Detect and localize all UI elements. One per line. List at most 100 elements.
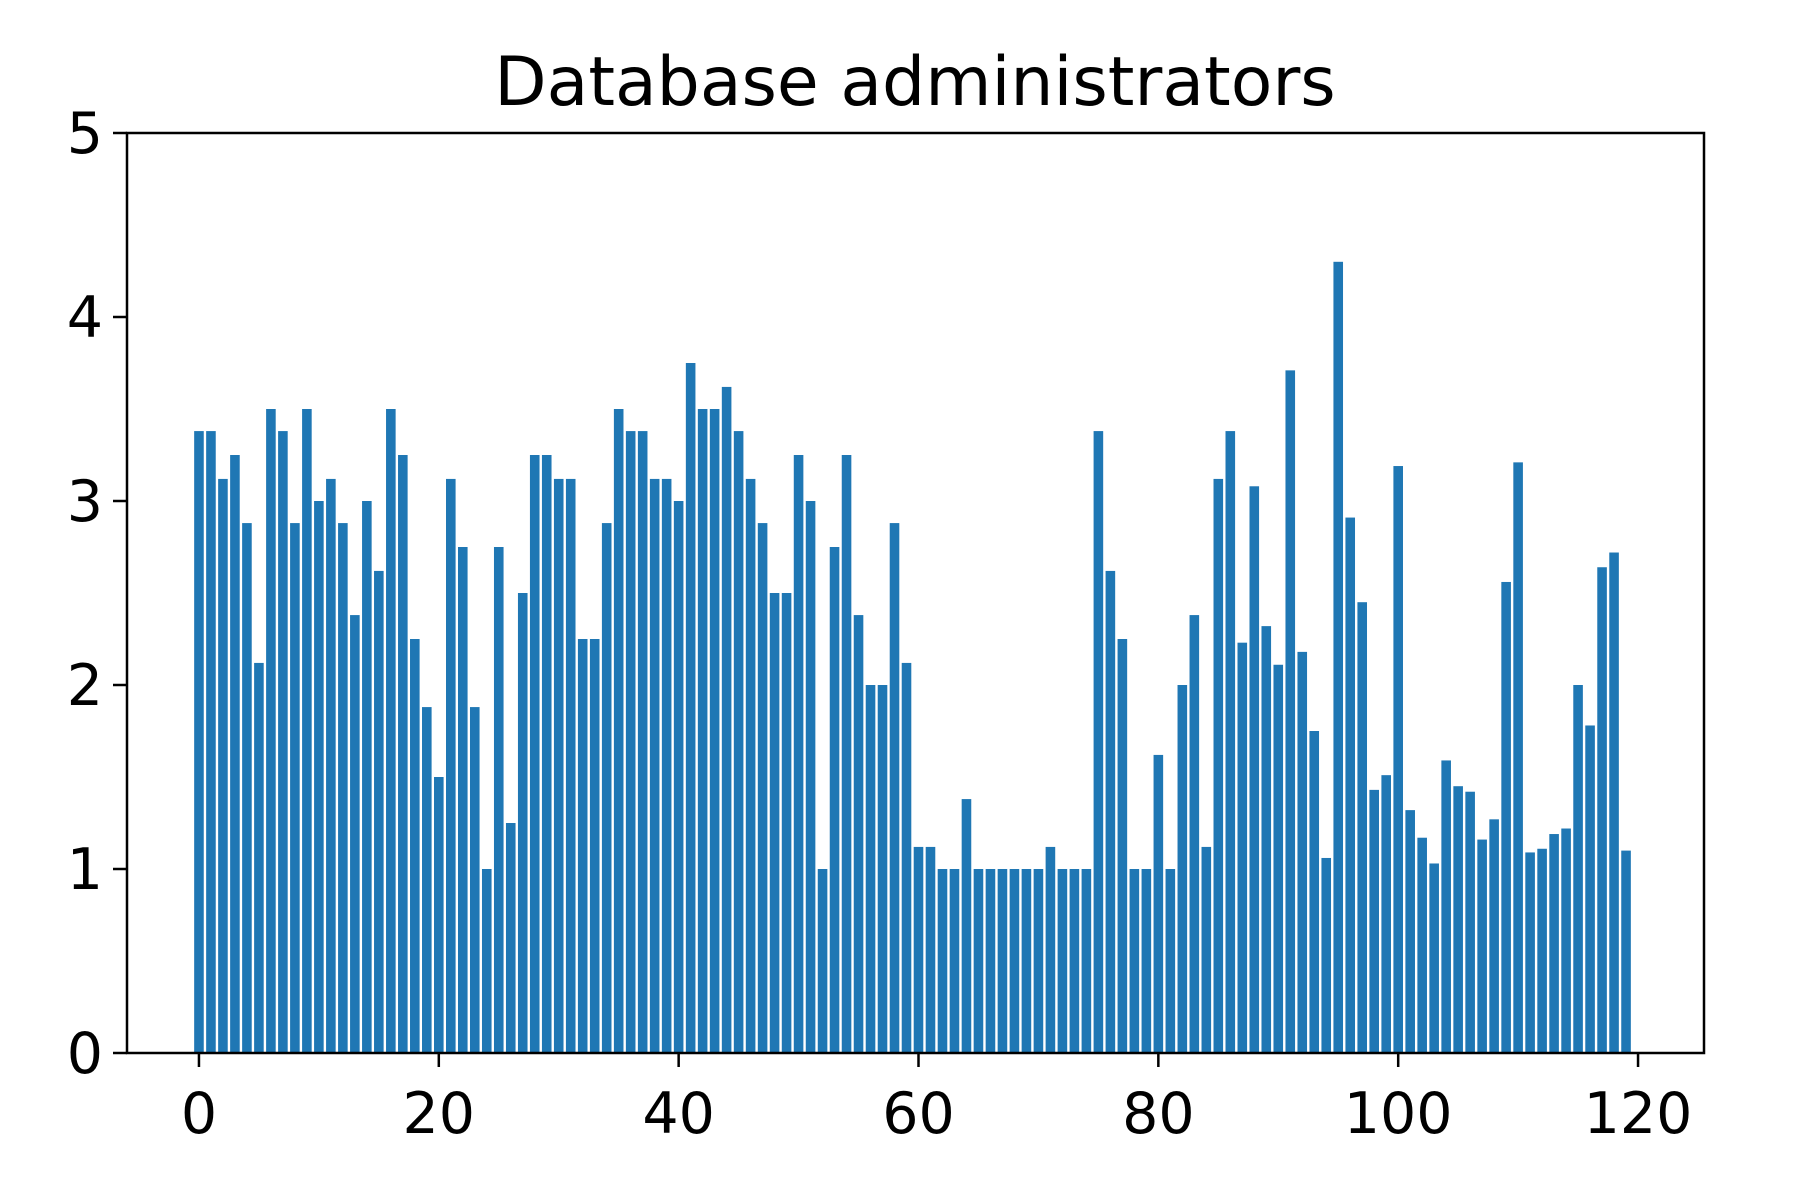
bar	[410, 639, 420, 1053]
bar	[805, 501, 816, 1053]
bar	[733, 431, 744, 1054]
y-tick-label: 5	[67, 101, 103, 167]
y-tick-label: 0	[67, 1021, 103, 1087]
bar	[194, 431, 204, 1054]
bar	[601, 523, 612, 1053]
bar	[1573, 685, 1583, 1053]
bar	[1381, 775, 1391, 1053]
bar	[1021, 869, 1032, 1053]
bar	[553, 478, 564, 1053]
bar	[1441, 760, 1451, 1053]
bar	[1465, 791, 1475, 1053]
bar	[529, 455, 540, 1053]
bar	[362, 501, 372, 1053]
bar	[1249, 486, 1260, 1053]
bar	[1081, 869, 1092, 1053]
bar	[937, 869, 948, 1053]
bar	[1213, 478, 1224, 1053]
bar	[1285, 370, 1296, 1053]
x-tick-label: 100	[1344, 1081, 1453, 1147]
plot-frame	[125, 131, 1706, 1055]
bar	[1297, 651, 1308, 1053]
bar	[697, 409, 708, 1053]
bar	[1045, 846, 1056, 1053]
bar	[1105, 570, 1116, 1053]
bar	[1069, 869, 1080, 1053]
bar	[302, 409, 312, 1053]
bar	[1177, 685, 1188, 1053]
bar	[1405, 810, 1415, 1053]
bar	[1117, 639, 1128, 1053]
bar	[1225, 431, 1236, 1054]
bar	[469, 707, 480, 1053]
bar	[493, 547, 504, 1053]
bar	[1057, 869, 1068, 1053]
bar	[865, 685, 876, 1053]
bar	[1417, 837, 1427, 1053]
bar	[961, 799, 972, 1053]
bars-group	[194, 261, 1631, 1054]
bar	[326, 478, 336, 1053]
bar	[218, 478, 228, 1053]
bar	[901, 662, 912, 1053]
bar	[685, 363, 696, 1053]
bar	[1513, 462, 1523, 1053]
bar	[1153, 754, 1164, 1053]
y-axis: 0 1 2 3 4 5	[67, 101, 127, 1087]
bar	[709, 409, 720, 1053]
bar	[1621, 850, 1631, 1053]
bar	[481, 869, 492, 1053]
y-tick-label: 3	[67, 469, 103, 535]
bar	[997, 869, 1008, 1053]
x-tick-label: 120	[1584, 1081, 1693, 1147]
y-tick-label: 1	[67, 837, 103, 903]
y-tick-label: 2	[67, 653, 103, 719]
x-tick-label: 0	[181, 1081, 217, 1147]
bar	[278, 431, 288, 1054]
bar	[853, 615, 864, 1053]
bar	[1369, 789, 1379, 1053]
bar	[1489, 819, 1499, 1053]
bar	[1585, 725, 1595, 1053]
bar	[661, 478, 672, 1053]
x-tick-label: 20	[403, 1081, 476, 1147]
y-tick-label: 4	[67, 285, 103, 351]
bar	[1165, 869, 1176, 1053]
bar	[1501, 581, 1511, 1053]
bar	[1009, 869, 1020, 1053]
bar	[1477, 839, 1487, 1053]
x-tick-label: 60	[882, 1081, 955, 1147]
bar	[889, 523, 900, 1053]
bar	[350, 615, 360, 1053]
bar	[386, 409, 396, 1053]
bar	[314, 501, 324, 1053]
bar	[589, 639, 600, 1053]
bar	[242, 523, 252, 1053]
bar	[517, 593, 528, 1053]
bar	[1273, 664, 1284, 1053]
bar	[457, 547, 468, 1053]
bar	[541, 455, 552, 1053]
bar	[1609, 552, 1619, 1053]
bar	[949, 869, 960, 1053]
bar	[1129, 869, 1140, 1053]
chart-title: Database administrators	[494, 43, 1335, 122]
bar	[1141, 869, 1152, 1053]
bar	[1525, 852, 1535, 1053]
bar	[1537, 848, 1547, 1053]
bar	[793, 455, 804, 1053]
bar	[1597, 567, 1607, 1053]
bar	[1357, 602, 1368, 1053]
bar	[290, 523, 300, 1053]
bar	[398, 455, 408, 1053]
bar	[338, 523, 348, 1053]
bar	[577, 639, 588, 1053]
bar	[637, 431, 648, 1054]
bar	[1033, 869, 1044, 1053]
bar	[721, 386, 732, 1053]
x-axis: 0 20 40 60 80 100 120	[181, 1053, 1693, 1147]
bar	[446, 478, 456, 1053]
bar	[973, 869, 984, 1053]
bar	[1201, 846, 1212, 1053]
